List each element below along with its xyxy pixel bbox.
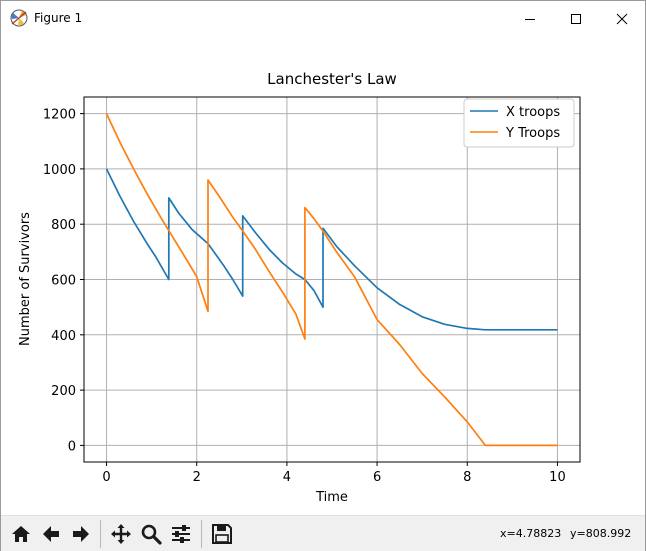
maximize-button[interactable]	[553, 1, 599, 37]
y-tick-label: 0	[68, 439, 76, 454]
series-line-x-troops	[105, 168, 558, 331]
close-button[interactable]	[599, 1, 645, 37]
x-tick-label: 10	[549, 470, 566, 485]
home-button[interactable]	[7, 520, 35, 548]
maximize-icon	[571, 14, 581, 24]
title-bar: Figure 1	[1, 1, 645, 37]
legend: X troops Y Troops	[463, 98, 575, 148]
y-tick-label: 1000	[43, 163, 76, 178]
save-button[interactable]	[208, 520, 236, 548]
line-chart[interactable]: Lanchester's Law 0 2 4 6 8 10 0 200 400 600 800 100…	[1, 37, 645, 515]
x-tick-label: 4	[283, 470, 291, 485]
zoom-icon	[141, 524, 162, 545]
pan-icon	[111, 524, 131, 544]
toolbar-separator	[201, 520, 202, 548]
forward-button[interactable]	[67, 520, 95, 548]
x-tick-label: 2	[193, 470, 201, 485]
save-icon	[212, 524, 232, 544]
toolbar-separator	[100, 520, 101, 548]
legend-label-y-troops: Y Troops	[505, 126, 560, 141]
legend-label-x-troops: X troops	[506, 105, 560, 120]
figure-canvas[interactable]: Lanchester's Law 0 2 4 6 8 10 0 200 400 600 800 100…	[1, 37, 645, 515]
back-arrow-icon	[43, 526, 59, 542]
y-tick-label: 400	[51, 329, 76, 344]
forward-arrow-icon	[73, 526, 89, 542]
y-tick-label: 800	[51, 218, 76, 233]
chart-title: Lanchester's Law	[267, 70, 397, 88]
series-lines	[105, 113, 558, 447]
x-tick-label: 6	[373, 470, 381, 485]
y-tick-label: 200	[51, 384, 76, 399]
y-axis-label: Number of Survivors	[18, 212, 33, 346]
home-icon	[12, 526, 30, 542]
close-icon	[616, 13, 628, 25]
configure-subplots-button[interactable]	[167, 520, 195, 548]
minimize-icon	[525, 19, 535, 20]
ticks: 0 2 4 6 8 10 0 200 400 600 800 1000 1200	[43, 108, 566, 485]
minimize-button[interactable]	[507, 1, 553, 37]
window-title: Figure 1	[34, 11, 83, 25]
back-button[interactable]	[37, 520, 65, 548]
navigation-toolbar: x=4.78823 y=808.992	[1, 515, 645, 551]
x-tick-label: 0	[102, 470, 110, 485]
y-coordinate-readout: y=808.992	[570, 527, 632, 540]
y-tick-label: 1200	[43, 108, 76, 123]
x-coordinate-readout: x=4.78823	[500, 527, 562, 540]
y-tick-label: 600	[51, 274, 76, 289]
matplotlib-app-icon	[10, 9, 28, 27]
zoom-button[interactable]	[137, 520, 165, 548]
configure-subplots-icon	[172, 525, 190, 543]
pan-button[interactable]	[107, 520, 135, 548]
grid	[84, 97, 580, 462]
x-tick-label: 8	[463, 470, 471, 485]
x-axis-label: Time	[315, 490, 348, 505]
series-line-y-troops	[105, 113, 558, 447]
